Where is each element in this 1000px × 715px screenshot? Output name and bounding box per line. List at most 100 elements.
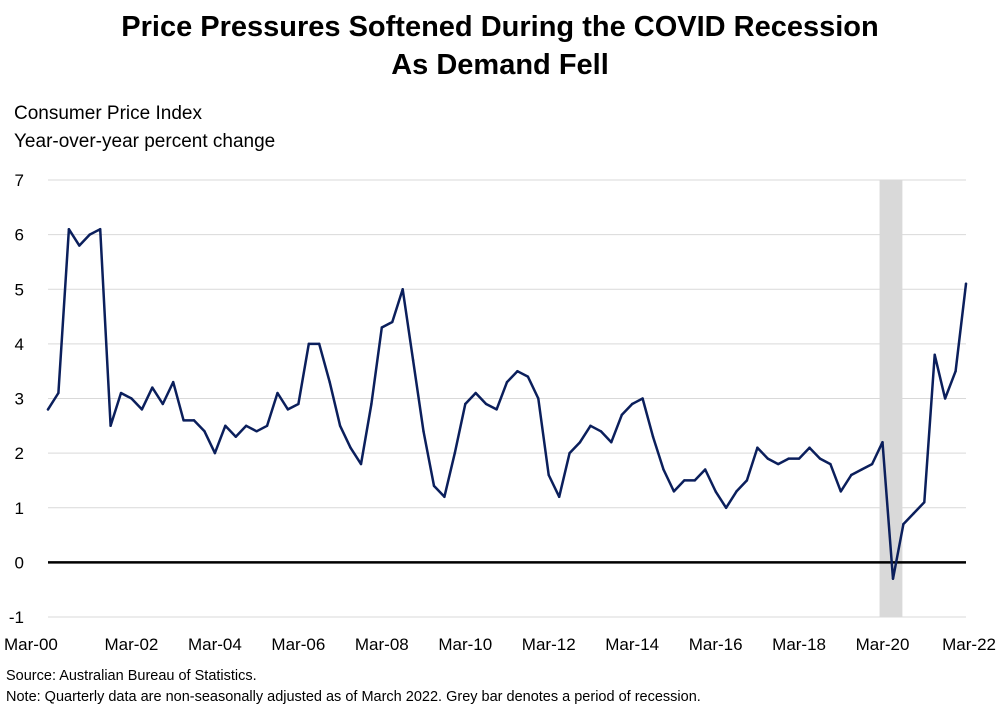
cpi-data-point bbox=[474, 391, 477, 395]
cpi-data-point bbox=[88, 233, 91, 236]
cpi-data-point bbox=[464, 402, 467, 406]
cpi-data-point bbox=[589, 424, 592, 428]
cpi-data-point bbox=[380, 326, 384, 329]
cpi-data-point bbox=[213, 451, 217, 455]
cpi-data-point bbox=[672, 490, 676, 493]
cpi-data-point bbox=[203, 430, 206, 433]
cpi-data-point bbox=[735, 490, 738, 493]
cpi-data-point bbox=[370, 402, 373, 406]
cpi-data-point bbox=[891, 577, 895, 580]
cpi-data-point bbox=[276, 391, 279, 395]
cpi-data-point bbox=[620, 413, 623, 417]
y-axis-label-line-2: Year-over-year percent change bbox=[14, 131, 276, 152]
x-tick-label: Mar-20 bbox=[856, 635, 910, 654]
cpi-data-point bbox=[902, 522, 905, 526]
cpi-data-point bbox=[349, 446, 352, 449]
cpi-data-point bbox=[67, 227, 71, 231]
cpi-data-point bbox=[797, 457, 801, 460]
x-tick-label: Mar-22 bbox=[942, 635, 996, 654]
footnote: Note: Quarterly data are non-seasonally … bbox=[6, 689, 701, 705]
cpi-data-point bbox=[286, 408, 290, 411]
cpi-data-point bbox=[923, 501, 926, 504]
cpi-data-point bbox=[484, 402, 488, 406]
cpi-data-point bbox=[954, 369, 957, 373]
cpi-data-point bbox=[870, 462, 874, 466]
y-axis-label: Consumer Price Index Year-over-year perc… bbox=[14, 100, 275, 156]
cpi-data-point bbox=[318, 342, 321, 346]
cpi-data-point bbox=[933, 353, 936, 356]
cpi-data-point bbox=[453, 451, 457, 455]
cpi-data-point bbox=[724, 506, 728, 509]
cpi-data-point bbox=[568, 451, 571, 455]
y-axis-label-line-1: Consumer Price Index bbox=[14, 103, 202, 124]
y-tick-label: 7 bbox=[15, 171, 24, 190]
cpi-data-point bbox=[234, 435, 237, 438]
chart-title-line-1: Price Pressures Softened During the COVI… bbox=[121, 11, 879, 43]
y-tick-label: 5 bbox=[15, 280, 24, 299]
cpi-data-point bbox=[391, 320, 394, 324]
cpi-data-point bbox=[964, 282, 968, 285]
cpi-data-point bbox=[662, 468, 665, 471]
cpi-data-point bbox=[140, 408, 144, 411]
cpi-data-point bbox=[255, 430, 258, 433]
cpi-data-point bbox=[297, 402, 300, 406]
x-tick-label: Mar-06 bbox=[271, 635, 325, 654]
cpi-data-point bbox=[693, 479, 696, 482]
cpi-data-point bbox=[912, 512, 916, 515]
cpi-data-point bbox=[818, 457, 822, 460]
cpi-data-point bbox=[182, 419, 185, 422]
y-tick-label: 4 bbox=[15, 335, 24, 354]
chart-title: Price Pressures Softened During the COVI… bbox=[0, 8, 1000, 84]
cpi-data-point bbox=[610, 441, 613, 444]
cpi-data-point bbox=[78, 244, 81, 247]
cpi-data-point bbox=[651, 435, 655, 438]
cpi-data-point bbox=[808, 446, 811, 449]
cpi-data-point bbox=[641, 397, 644, 400]
cpi-data-point bbox=[98, 227, 102, 231]
cpi-data-point bbox=[245, 424, 248, 428]
cpi-data-point bbox=[109, 424, 112, 428]
x-tick-label: Mar-08 bbox=[355, 635, 409, 654]
cpi-data-point bbox=[422, 430, 425, 433]
y-tick-label: 0 bbox=[15, 553, 24, 572]
cpi-data-point bbox=[943, 397, 947, 400]
chart-footer: Source: Australian Bureau of Statistics.… bbox=[6, 666, 701, 708]
cpi-data-point bbox=[151, 386, 154, 389]
cpi-data-point bbox=[839, 490, 843, 493]
x-tick-label: Mar-12 bbox=[522, 635, 576, 654]
cpi-data-point bbox=[599, 430, 603, 433]
y-tick-label: 6 bbox=[15, 226, 24, 245]
cpi-data-point bbox=[57, 391, 60, 395]
cpi-data-point bbox=[338, 424, 342, 428]
cpi-data-point bbox=[224, 424, 227, 428]
cpi-data-point bbox=[192, 419, 196, 422]
cpi-data-point bbox=[495, 408, 498, 411]
x-tick-label: Mar-10 bbox=[438, 635, 492, 654]
cpi-data-point bbox=[443, 495, 446, 499]
cpi-data-point bbox=[704, 468, 707, 471]
y-tick-label: 3 bbox=[15, 390, 24, 409]
cpi-data-point bbox=[745, 479, 749, 482]
cpi-data-point bbox=[777, 462, 780, 466]
cpi-data-point bbox=[432, 484, 436, 488]
cpi-data-point bbox=[411, 359, 415, 362]
cpi-data-point bbox=[547, 473, 550, 477]
cpi-data-point bbox=[526, 375, 530, 378]
cpi-data-point bbox=[860, 468, 863, 471]
cpi-data-point bbox=[756, 446, 759, 449]
y-tick-label: 1 bbox=[15, 499, 24, 518]
cpi-data-point bbox=[328, 380, 331, 384]
cpi-data-point bbox=[171, 380, 175, 384]
cpi-data-point bbox=[881, 441, 884, 444]
cpi-series-line bbox=[46, 227, 968, 581]
x-tick-label: Mar-14 bbox=[605, 635, 659, 654]
cpi-data-point bbox=[119, 391, 123, 395]
chart-title-line-2: As Demand Fell bbox=[391, 49, 609, 81]
cpi-data-point bbox=[829, 462, 832, 466]
cpi-data-point bbox=[265, 424, 269, 428]
cpi-data-point bbox=[401, 288, 404, 291]
cpi-data-point bbox=[307, 342, 310, 346]
cpi-data-point bbox=[850, 473, 853, 477]
y-tick-label: 2 bbox=[15, 444, 24, 463]
